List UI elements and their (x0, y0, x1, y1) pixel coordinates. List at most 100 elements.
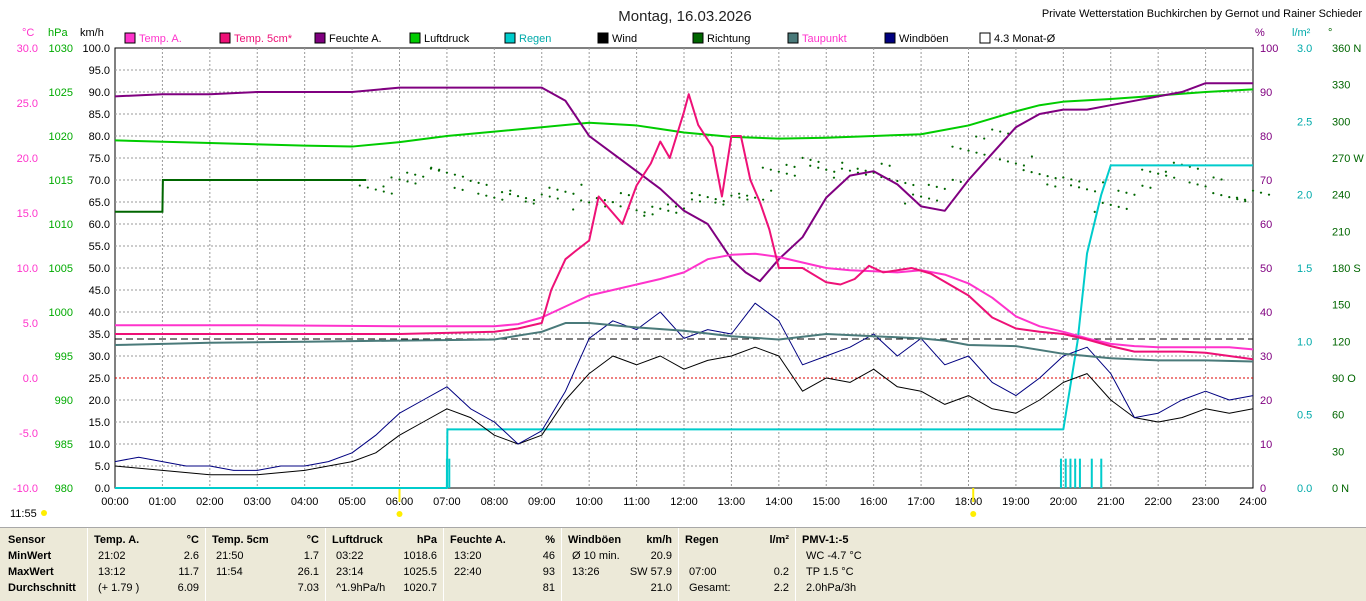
series-richtung-point (477, 181, 480, 184)
stats-label-sensor: Sensor (8, 534, 46, 546)
series-richtung-point (746, 198, 749, 201)
wind-axis-tick: 70.0 (89, 175, 110, 187)
stats-column-unit: km/h (646, 534, 672, 546)
series-richtung-point (911, 193, 915, 196)
series-richtung-point (1022, 164, 1026, 167)
stats-column-header: Temp. 5cm (212, 534, 269, 546)
series-richtung-point (390, 192, 393, 195)
rain-axis-tick: 3.0 (1297, 43, 1312, 55)
temp-axis-tick: 10.0 (17, 263, 38, 275)
series-richtung-point (1078, 180, 1081, 183)
rain-axis-tick: 0.0 (1297, 483, 1312, 495)
rain-bar (1100, 458, 1103, 488)
series-richtung-point (390, 176, 393, 179)
series-richtung-point (453, 186, 456, 189)
x-axis-tick: 03:00 (243, 496, 271, 508)
series-richtung-point (580, 199, 583, 202)
series-richtung-point (864, 173, 868, 176)
wind-axis-tick: 55.0 (89, 241, 110, 253)
series-richtung-point (1062, 176, 1065, 179)
x-axis-tick: 24:00 (1239, 496, 1267, 508)
series-richtung-point (422, 175, 425, 178)
x-axis-tick: 17:00 (907, 496, 935, 508)
direction-axis-tick: 0 N (1332, 483, 1349, 495)
x-axis-tick: 07:00 (433, 496, 461, 508)
stats-cell-value: 1020.7 (403, 582, 437, 594)
series-richtung-point (1101, 181, 1105, 184)
series-richtung-point (1267, 193, 1271, 196)
pressure-axis-tick: 995 (55, 351, 73, 363)
stats-cell-time: 03:22 (336, 550, 364, 562)
series-richtung-point (445, 171, 449, 174)
series-richtung-point (1046, 175, 1049, 178)
series-richtung-point (500, 191, 504, 194)
stats-label-avg: Durchschnitt (8, 582, 76, 594)
series-richtung-point (793, 174, 796, 177)
stats-cell-value: 93 (542, 566, 555, 578)
rain-bar (1090, 458, 1093, 488)
series-richtung-point (785, 172, 788, 175)
wind-axis-tick: 100.0 (82, 43, 110, 55)
series-richtung-point (1077, 186, 1081, 189)
series-richtung-point (841, 161, 844, 164)
stats-column-header: Feuchte A. (450, 534, 506, 546)
legend-label: Luftdruck (424, 33, 470, 45)
series-richtung-point (509, 189, 512, 192)
stats-cell-value: 2.2 (773, 582, 789, 594)
series-richtung-point (1030, 155, 1034, 158)
wind-axis-tick: 80.0 (89, 131, 110, 143)
temp-axis-tick: -10.0 (13, 483, 38, 495)
series-richtung-point (1054, 177, 1057, 180)
legend-label: Windböen (899, 33, 949, 45)
wind-axis-tick: 45.0 (89, 285, 110, 297)
series-temp-a-line (115, 252, 1254, 351)
series-richtung-point (1125, 207, 1128, 210)
series-richtung-point (659, 207, 662, 210)
series-richtung-point (1149, 186, 1152, 189)
series-richtung-point (967, 149, 970, 152)
series-richtung-point (477, 192, 480, 195)
direction-axis-tick: 60 (1332, 410, 1344, 422)
wind-axis-tick: 20.0 (89, 395, 110, 407)
series-richtung-point (1196, 167, 1199, 170)
current-time-marker (41, 510, 47, 516)
series-richtung-point (667, 209, 670, 212)
series-richtung-point (1235, 196, 1239, 199)
series-richtung-point (485, 194, 488, 197)
series-richtung-point (1093, 210, 1096, 213)
series-richtung-point (754, 196, 757, 199)
humidity-axis-tick: 70 (1260, 175, 1272, 187)
stats-cell-value: 11.7 (178, 566, 199, 578)
humidity-axis-tick: 0 (1260, 483, 1266, 495)
series-richtung-point (564, 190, 567, 193)
stats-cell-value: 7.03 (297, 582, 319, 594)
stats-column-header: PMV-1:-5 (802, 534, 849, 546)
legend-swatch (504, 32, 516, 44)
series-richtung-point (809, 164, 812, 167)
pressure-axis-tick: 1015 (49, 175, 73, 187)
legend-swatch (692, 32, 704, 44)
series-richtung-point (785, 163, 788, 166)
series-richtung-point (1164, 170, 1167, 173)
direction-axis-tick: 210 (1332, 226, 1350, 238)
temp-axis-tick: 20.0 (17, 153, 38, 165)
rain-axis-tick: 2.0 (1297, 190, 1312, 202)
series-richtung-point (588, 201, 591, 204)
stats-cell-value: SW 57.9 (629, 566, 672, 578)
series-richtung-point (714, 198, 717, 201)
stats-cell-time: 22:40 (454, 566, 482, 578)
series-richtung-point (611, 201, 614, 204)
series-richtung-point (762, 198, 765, 201)
stats-column: Windböen km/h Ø 10 min. 20.9 13:26 SW 57.9 21.… (561, 528, 678, 601)
pressure-axis-tick: 980 (55, 483, 73, 495)
series-richtung-point (1022, 169, 1025, 172)
chart-date-title: Montag, 16.03.2026 (618, 8, 751, 25)
series-richtung-point (738, 192, 741, 195)
wind-axis-tick: 10.0 (89, 439, 110, 451)
pressure-axis-tick: 1030 (49, 43, 73, 55)
rain-bar (445, 458, 448, 488)
stats-cell-value: 1018.6 (403, 550, 437, 562)
stats-cell-value: 20.9 (650, 550, 672, 562)
series-richtung-point (1117, 205, 1120, 208)
direction-axis-tick: 90 O (1332, 373, 1356, 385)
